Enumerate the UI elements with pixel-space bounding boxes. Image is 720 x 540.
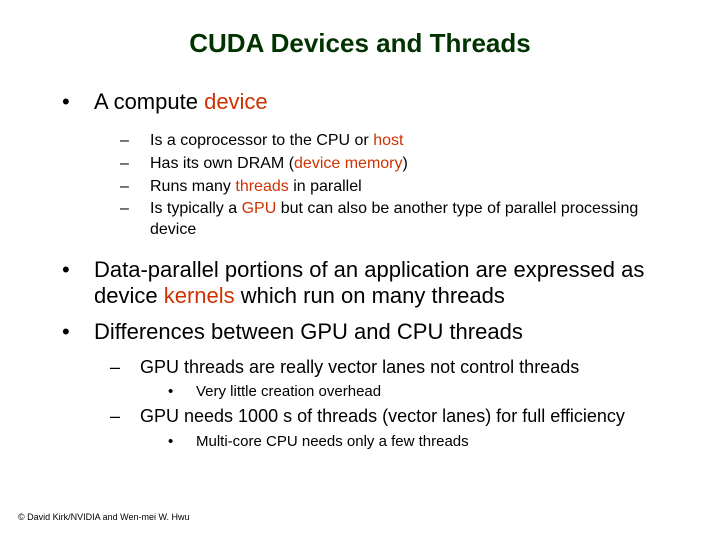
bullet-kernels: • Data-parallel portions of an applicati… <box>62 257 680 309</box>
bullet-compute-device: • A compute device <box>62 89 680 115</box>
sub-bullet-gpu: – Is typically a GPU but can also be ano… <box>120 199 680 241</box>
sub-bullet-thousands: – GPU needs 1000 s of threads (vector la… <box>110 404 680 428</box>
slide-title: CUDA Devices and Threads <box>40 28 680 59</box>
emphasis-threads: threads <box>235 178 288 195</box>
subsub-bullet-multicore: • Multi-core CPU needs only a few thread… <box>168 433 680 450</box>
sub-bullet-dram: – Has its own DRAM (device memory) <box>120 154 680 175</box>
bullet-marker: • <box>62 257 94 309</box>
bullet-marker: – <box>120 154 150 175</box>
emphasis-kernels: kernels <box>164 283 235 308</box>
bullet-marker: • <box>168 383 196 400</box>
bullet-text: GPU needs 1000 s of threads (vector lane… <box>140 404 680 428</box>
bullet-marker: • <box>62 319 94 345</box>
emphasis-host: host <box>373 132 403 149</box>
subsub-bullet-overhead: • Very little creation overhead <box>168 383 680 400</box>
bullet-text: Is typically a GPU but can also be anoth… <box>150 199 680 241</box>
sub-bullet-coprocessor: – Is a coprocessor to the CPU or host <box>120 131 680 152</box>
bullet-text: Is a coprocessor to the CPU or host <box>150 131 680 152</box>
sub-bullet-threads: – Runs many threads in parallel <box>120 177 680 198</box>
bullet-text: Data-parallel portions of an application… <box>94 257 680 309</box>
bullet-marker: – <box>110 355 140 379</box>
emphasis-device-memory: device memory <box>294 155 402 172</box>
copyright-footer: © David Kirk/NVIDIA and Wen-mei W. Hwu <box>18 512 190 522</box>
bullet-text: Very little creation overhead <box>196 383 680 400</box>
bullet-marker: – <box>120 199 150 241</box>
bullet-text: Has its own DRAM (device memory) <box>150 154 680 175</box>
emphasis-device: device <box>204 89 268 114</box>
bullet-text: Multi-core CPU needs only a few threads <box>196 433 680 450</box>
bullet-marker: • <box>168 433 196 450</box>
bullet-marker: • <box>62 89 94 115</box>
bullet-marker: – <box>120 131 150 152</box>
sub-bullet-vector-lanes: – GPU threads are really vector lanes no… <box>110 355 680 379</box>
bullet-text: Runs many threads in parallel <box>150 177 680 198</box>
bullet-text: GPU threads are really vector lanes not … <box>140 355 680 379</box>
bullet-text: A compute device <box>94 89 680 115</box>
bullet-marker: – <box>110 404 140 428</box>
bullet-text: Differences between GPU and CPU threads <box>94 319 680 345</box>
emphasis-gpu: GPU <box>242 200 277 217</box>
bullet-differences: • Differences between GPU and CPU thread… <box>62 319 680 345</box>
bullet-marker: – <box>120 177 150 198</box>
